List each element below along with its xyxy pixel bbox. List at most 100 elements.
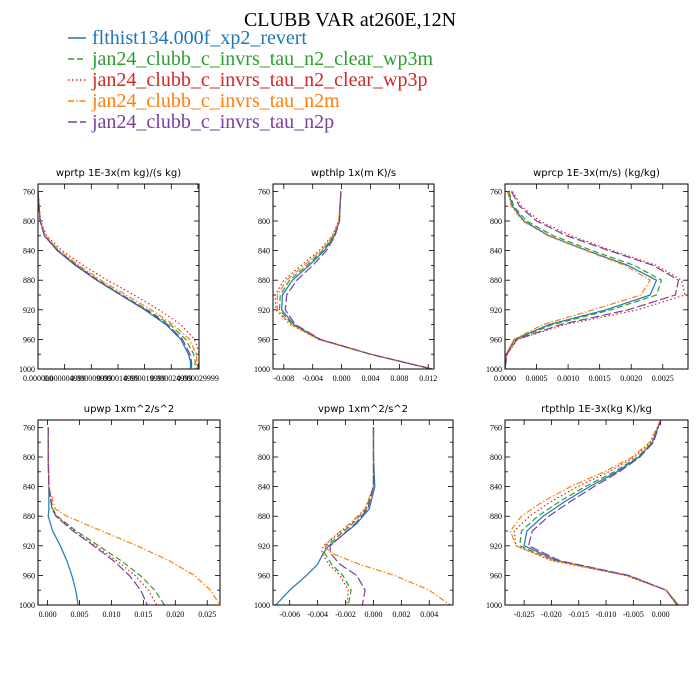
y-tick-label: 1000 [254, 601, 270, 610]
plot-frame [504, 183, 689, 370]
y-tick-label: 1000 [19, 365, 35, 374]
panel-title: wprcp 1E-3x(m/s) (kg/kg) [533, 168, 660, 179]
legend-entry: jan24_clubb_c_invrs_tau_n2m [68, 90, 340, 112]
y-tick-label: 960 [490, 571, 502, 580]
series-line-1 [38, 191, 192, 369]
y-tick-label: 1000 [486, 365, 502, 374]
y-tick-label: 920 [490, 542, 502, 551]
y-tick-label: 760 [490, 187, 502, 196]
series-line-5 [527, 420, 678, 605]
legend-entry: jan24_clubb_c_invrs_tau_n2_clear_wp3p [68, 69, 427, 91]
x-tick-label: 0.002 [392, 610, 410, 619]
y-tick-label: 840 [490, 483, 502, 492]
y-tick-label: 880 [490, 512, 502, 521]
x-tick-label: 0.0025 [652, 374, 674, 383]
series-line-2 [38, 191, 196, 369]
series-line-5 [329, 427, 375, 605]
x-tick-label: 0.004 [361, 374, 379, 383]
x-tick-label: -0.006 [279, 610, 300, 619]
y-tick-label: 840 [23, 247, 35, 256]
series-line-1 [523, 420, 678, 605]
x-tick-label: 0.000 [333, 374, 351, 383]
x-tick-label: 0.0020 [620, 374, 642, 383]
x-tick-label: 0.0015 [589, 374, 611, 383]
series-line-2 [278, 191, 432, 369]
plot-frame [272, 183, 435, 370]
series-line-2 [323, 427, 375, 605]
x-tick-label: -0.010 [596, 610, 617, 619]
legend-entry: flthist134.000f_xp2_revert [68, 27, 307, 49]
series-line-5 [505, 191, 680, 369]
y-tick-label: 880 [490, 276, 502, 285]
legend-label: jan24_clubb_c_invrs_tau_n2_clear_wp3m [91, 48, 433, 70]
panel-3: wprcp 1E-3x(m/s) (kg/kg) 760 800 840 880 920 9… [486, 168, 689, 383]
panel-title: vpwp 1xm^2/s^2 [318, 404, 408, 415]
figure-title: CLUBB VAR at260E,12N [244, 9, 456, 31]
y-tick-label: 920 [258, 306, 270, 315]
plot-frame [504, 419, 689, 606]
y-tick-label: 800 [258, 217, 270, 226]
x-tick-label: 0.005 [71, 610, 89, 619]
series-line-4 [47, 427, 220, 605]
y-tick-label: 880 [23, 512, 35, 521]
panel-6: rtpthlp 1E-3x(kg K)/kg 760 800 840 880 920 960… [486, 404, 689, 619]
series-line-2 [505, 191, 663, 369]
x-tick-label: 0.020 [166, 610, 184, 619]
panel-title: rtpthlp 1E-3x(kg K)/kg [541, 404, 652, 415]
y-tick-label: 800 [23, 217, 35, 226]
panel-4: upwp 1xm^2/s^2 760 800 840 880 920 960 1000 0.00… [19, 404, 221, 619]
y-tick-label: 800 [490, 453, 502, 462]
y-tick-label: 960 [490, 335, 502, 344]
y-tick-label: 840 [258, 247, 270, 256]
y-tick-label: 760 [23, 187, 35, 196]
legend-label: jan24_clubb_c_invrs_tau_n2_clear_wp3p [91, 69, 427, 91]
y-tick-label: 840 [23, 483, 35, 492]
plot-frame [272, 419, 454, 606]
y-tick-label: 760 [258, 423, 270, 432]
series-line-4 [276, 191, 432, 369]
y-tick-label: 880 [258, 512, 270, 521]
y-tick-label: 960 [23, 335, 35, 344]
plot-frame [37, 183, 200, 370]
panel-5: vpwp 1xm^2/s^2 760 800 840 880 920 960 1000 -0.0… [254, 404, 454, 619]
series-line-4 [509, 420, 680, 605]
x-tick-label: 0.015 [134, 610, 152, 619]
series-line-1 [505, 191, 658, 369]
legend-entry: jan24_clubb_c_invrs_tau_n2p [68, 111, 334, 133]
y-tick-label: 840 [490, 247, 502, 256]
y-tick-label: 760 [490, 423, 502, 432]
legend: flthist134.000f_xp2_revertjan24_clubb_c_… [68, 27, 433, 133]
x-tick-label: 0.000004999 [44, 374, 86, 383]
panel-2: wpthlp 1x(m K)/s7608008408809209601000-0… [254, 168, 437, 383]
x-tick-label: 0.008 [390, 374, 408, 383]
plot-frame [37, 419, 221, 606]
legend-label: flthist134.000f_xp2_revert [92, 27, 307, 49]
x-tick-label: -0.004 [302, 374, 323, 383]
panel-1: wprtp 1E-3x(m kg)/(s kg) 760 800 840 880 920 9… [19, 168, 219, 383]
series-line-3 [321, 427, 375, 605]
y-tick-label: 960 [258, 335, 270, 344]
x-tick-label: 0.000009999 [70, 374, 112, 383]
x-tick-label: -0.002 [335, 610, 356, 619]
y-tick-label: 960 [258, 571, 270, 580]
panel-title: wpthlp 1x(m K)/s [311, 168, 396, 179]
x-tick-label: -0.020 [541, 610, 562, 619]
panel-title: wprtp 1E-3x(m kg)/(s kg) [56, 168, 181, 179]
y-tick-label: 960 [23, 571, 35, 580]
legend-label: jan24_clubb_c_invrs_tau_n2p [91, 111, 334, 133]
x-tick-label: 0.0005 [526, 374, 548, 383]
y-tick-label: 800 [258, 453, 270, 462]
series-line-5 [284, 191, 432, 369]
x-tick-label: 0.000 [364, 610, 382, 619]
y-tick-label: 1000 [19, 601, 35, 610]
x-tick-label: 0.0000 [494, 374, 516, 383]
y-tick-label: 800 [490, 217, 502, 226]
legend-label: jan24_clubb_c_invrs_tau_n2m [91, 90, 340, 112]
series-line-5 [38, 191, 193, 369]
x-tick-label: -0.004 [307, 610, 328, 619]
series-line-3 [47, 427, 158, 605]
panels: wprtp 1E-3x(m kg)/(s kg) 760 800 840 880 920 9… [19, 168, 689, 619]
x-tick-label: -0.015 [568, 610, 589, 619]
y-tick-label: 920 [23, 306, 35, 315]
x-tick-label: 0.0010 [557, 374, 579, 383]
